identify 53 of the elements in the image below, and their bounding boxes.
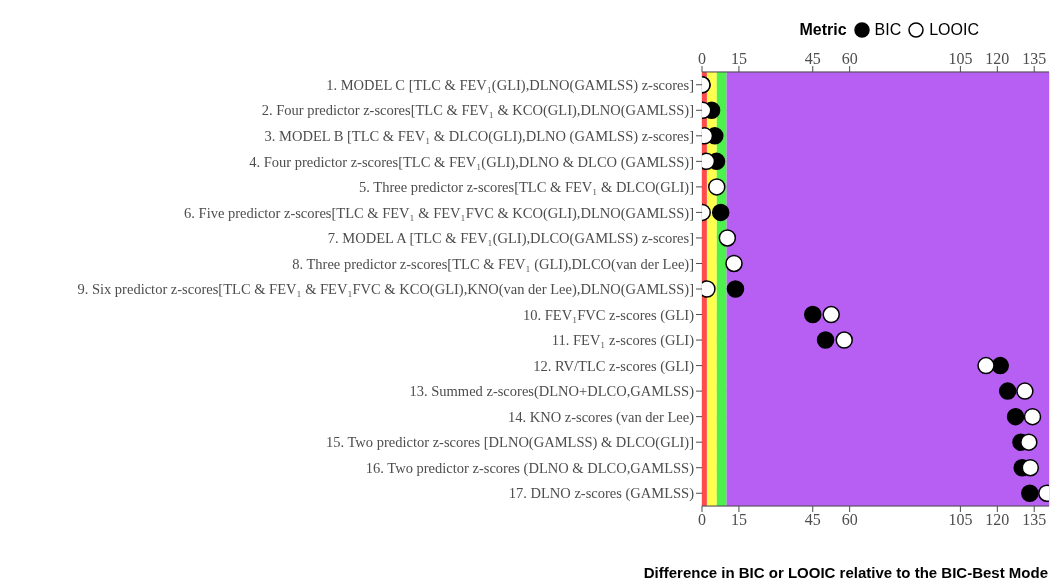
point (822, 305, 840, 324)
x2-tick-label: 105 (948, 511, 973, 529)
point (708, 178, 726, 196)
x2-tick-label: 15 (730, 511, 747, 529)
point (1020, 433, 1038, 451)
y-tick-label: 6. Five predictor z-scores[TLC & FEV₁ & FEV₁FVC & KCO(GLI),DLNO(GAMLSS)] (184, 204, 694, 222)
y-tick-label: 4. Four predictor z-scores[TLC & FEV₁(GLI),DLNO & DLCO (GAMLSS)] (249, 153, 694, 171)
point (1006, 407, 1025, 426)
y-tick-label: 7. MODEL A [TLC & FEV₁(GLI),DLCO(GAMLSS) z-scores] (327, 230, 694, 248)
x-tick-label: 135 (1022, 50, 1047, 67)
y-tick-label: 14. KNO z-scores (van der Lee) (507, 408, 695, 426)
point (835, 331, 853, 349)
y-tick-label: 11. FEV₁ z-scores (GLI) (551, 332, 695, 350)
point (804, 305, 822, 324)
legend-title: Metric (799, 21, 847, 39)
y-tick-label: 1. MODEL C [TLC & FEV₁(GLI),DLNO(GAMLSS) z-scores] (326, 76, 694, 94)
y-tick-label: 12. RV/TLC z-scores (GLI) (533, 357, 695, 375)
y-tick-label: 3. MODEL B [TLC & FEV₁ & DLCO(GLI),DLNO (GAMLSS) z-scores] (264, 127, 694, 145)
point (816, 331, 835, 349)
x-tick-label: 105 (948, 50, 973, 67)
x-tick-label: 15 (730, 50, 747, 67)
x-tick-label: 0 (698, 50, 706, 67)
point (1016, 382, 1034, 400)
point (991, 356, 1010, 375)
y-tick-label: 17. DLNO z-scores (GAMLSS) (508, 485, 695, 503)
y-tick-label: 9. Six predictor z-scores[TLC & FEV₁ & FEV₁FVC & KCO(GLI),KNO(van der Lee),DLNO(GAMLSS)] (77, 281, 694, 299)
point (718, 229, 737, 247)
y-tick-label: 2. Four predictor z-scores[TLC & FEV₁ & KCO(GLI),DLNO(GAMLSS)] (261, 102, 694, 120)
y-tick-label: 13. Summed z-scores(DLNO+DLCO,GAMLSS) (409, 383, 695, 401)
x-tick-label: 60 (841, 50, 858, 67)
point (725, 254, 743, 273)
point (1021, 484, 1039, 502)
point (1021, 458, 1040, 477)
y-tick-label: 16. Two predictor z-scores (DLNO & DLCO,GAMLSS) (365, 459, 695, 477)
x-tick-label: 45 (804, 50, 821, 67)
legend-label: LOOIC (928, 21, 979, 39)
x-axis-title: Difference in BIC or LOOIC relative to the BIC-Best Mode (643, 564, 1048, 581)
legend-label: BIC (873, 21, 902, 39)
point (711, 203, 730, 222)
y-tick-label: 8. Three predictor z-scores[TLC & FEV₁ (GLI),DLCO(van der Lee)] (292, 255, 694, 273)
x2-tick-label: 45 (804, 511, 821, 529)
y-tick-label: 10. FEV₁FVC z-scores (GLI) (523, 306, 695, 324)
point (977, 356, 995, 375)
x2-tick-label: 135 (1022, 511, 1047, 529)
x2-tick-label: 0 (698, 511, 706, 529)
x2-tick-label: 120 (985, 511, 1010, 529)
point (1023, 407, 1042, 426)
x2-tick-label: 60 (841, 511, 858, 529)
x-tick-label: 120 (985, 50, 1010, 67)
point (998, 382, 1017, 400)
y-tick-label: 5. Three predictor z-scores[TLC & FEV₁ & DLCO(GLI)] (359, 179, 694, 197)
y-tick-label: 15. Two predictor z-scores [DLNO(GAMLSS) & DLCO(GLI)] (326, 434, 694, 452)
point (726, 280, 745, 298)
